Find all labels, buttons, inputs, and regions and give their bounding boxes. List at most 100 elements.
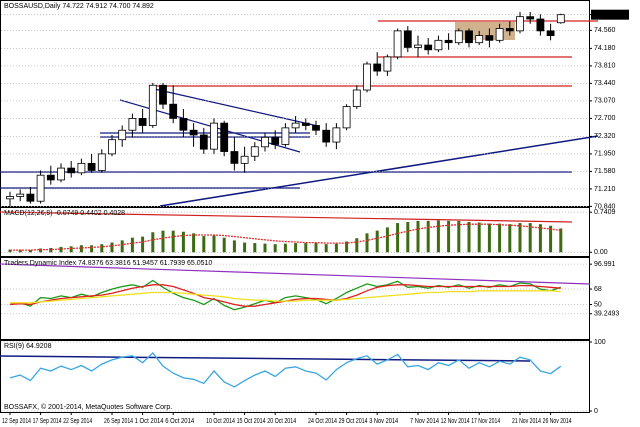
macd-bar [406, 221, 410, 253]
x-tick-label: 12 Sep 2014 [2, 418, 31, 425]
x-tick-label: 15 Oct 2014 [237, 418, 266, 425]
x-tick-label: 22 Sep 2014 [63, 418, 92, 425]
macd-bar [161, 230, 165, 253]
candle-body [403, 30, 412, 48]
candle-body [536, 18, 545, 32]
indicator-line [9, 284, 561, 307]
macd-bar [447, 220, 451, 253]
candle-body [159, 84, 167, 105]
macd-bar [334, 243, 338, 253]
macd-bar [222, 237, 226, 253]
macd-bar [436, 220, 440, 253]
candle-body [526, 16, 535, 20]
y-tick-label: 74.560 [594, 27, 616, 34]
x-tick-label: 21 Nov 2014 [512, 418, 541, 425]
macd-bar [508, 224, 512, 253]
indicator-line [10, 290, 561, 304]
y-tick-label: 72.320 [594, 133, 616, 140]
tdi-panel [0, 257, 590, 340]
macd-bar [181, 231, 185, 253]
candle-body [393, 30, 402, 58]
macd-trend-line [0, 211, 573, 223]
candle-body [261, 136, 269, 148]
y-tick-label: 50 [594, 301, 602, 308]
trend-line [159, 135, 599, 207]
macd-bar [467, 221, 471, 253]
x-tick-label: 6 Oct 2014 [165, 418, 194, 425]
macd-bar [518, 223, 522, 253]
candle-body [97, 153, 106, 171]
macd-bar [396, 223, 400, 253]
candle-body [444, 39, 453, 44]
macd-bar [110, 242, 114, 253]
y-tick-label: 73.070 [594, 98, 616, 105]
indicator-line [9, 352, 562, 388]
candle-body [26, 193, 35, 202]
x-tick-label: 26 Nov 2014 [543, 418, 572, 425]
x-tick-label: 29 Oct 2014 [339, 418, 368, 425]
macd-bar [365, 233, 369, 253]
candle-body [16, 193, 25, 197]
macd-bar [283, 243, 287, 253]
candle-body [414, 44, 422, 48]
macd-bar [304, 243, 308, 253]
x-tick-label: 10 Oct 2014 [206, 418, 235, 425]
candle-body [495, 28, 504, 41]
candle-body [240, 155, 249, 164]
candle-body [179, 118, 188, 131]
candle-body [87, 162, 96, 171]
candle-body [128, 118, 137, 131]
macd-bar [39, 248, 43, 253]
macd-bar [549, 225, 553, 253]
candle-body [546, 30, 555, 36]
indicator-line [9, 279, 562, 311]
candle-body [189, 129, 198, 136]
x-tick-label: 26 Sep 2014 [104, 418, 133, 425]
tdi-title: Traders Dynamic Index 74.8376 63.3816 51… [4, 260, 212, 267]
x-tick-label: 24 Oct 2014 [308, 418, 337, 425]
x-tick-label: 7 Nov 2014 [410, 418, 439, 425]
candle-body [250, 146, 259, 157]
candle-body [505, 28, 514, 32]
y-tick-label: 39.2493 [594, 311, 619, 318]
macd-bar [487, 223, 491, 253]
macd-bar [528, 223, 532, 253]
macd-bar [79, 245, 83, 253]
macd-bar [355, 238, 359, 253]
candle-body [475, 35, 484, 44]
macd-bar [202, 236, 206, 253]
macd-bar [385, 227, 389, 253]
y-tick-label: 74.180 [594, 45, 616, 52]
candle-body [230, 151, 239, 164]
channel-line [149, 87, 319, 127]
candle-body [556, 14, 565, 24]
x-tick-label: 17 Sep 2014 [33, 418, 62, 425]
drawings [0, 20, 599, 362]
y-tick-label: 71.210 [594, 186, 616, 193]
macd-bar [253, 243, 257, 253]
macd-bar [559, 228, 563, 253]
candle-body [291, 122, 300, 129]
candle-body [220, 122, 229, 152]
y-tick-label: 71.950 [594, 151, 616, 158]
macd-bar [100, 244, 104, 253]
macd-bar [375, 230, 379, 253]
candle-body [424, 44, 433, 51]
candle-body [36, 174, 45, 202]
candle-body [148, 84, 157, 126]
tdi-trend-line [0, 263, 591, 285]
macd-bar [171, 230, 175, 253]
candle-body [312, 125, 320, 131]
macd-bar [130, 237, 134, 253]
macd-bar [243, 242, 247, 253]
macd-bar [8, 249, 12, 253]
y-tick-label: 70.840 [594, 203, 616, 210]
candle-body [301, 122, 310, 126]
macd-bar [498, 223, 502, 253]
y-tick-label: 71.580 [594, 168, 616, 175]
candle-body [138, 118, 147, 126]
macd-bar [90, 245, 94, 253]
candle-body [434, 39, 443, 51]
candle-body [516, 16, 524, 32]
macd-bar [273, 244, 277, 253]
